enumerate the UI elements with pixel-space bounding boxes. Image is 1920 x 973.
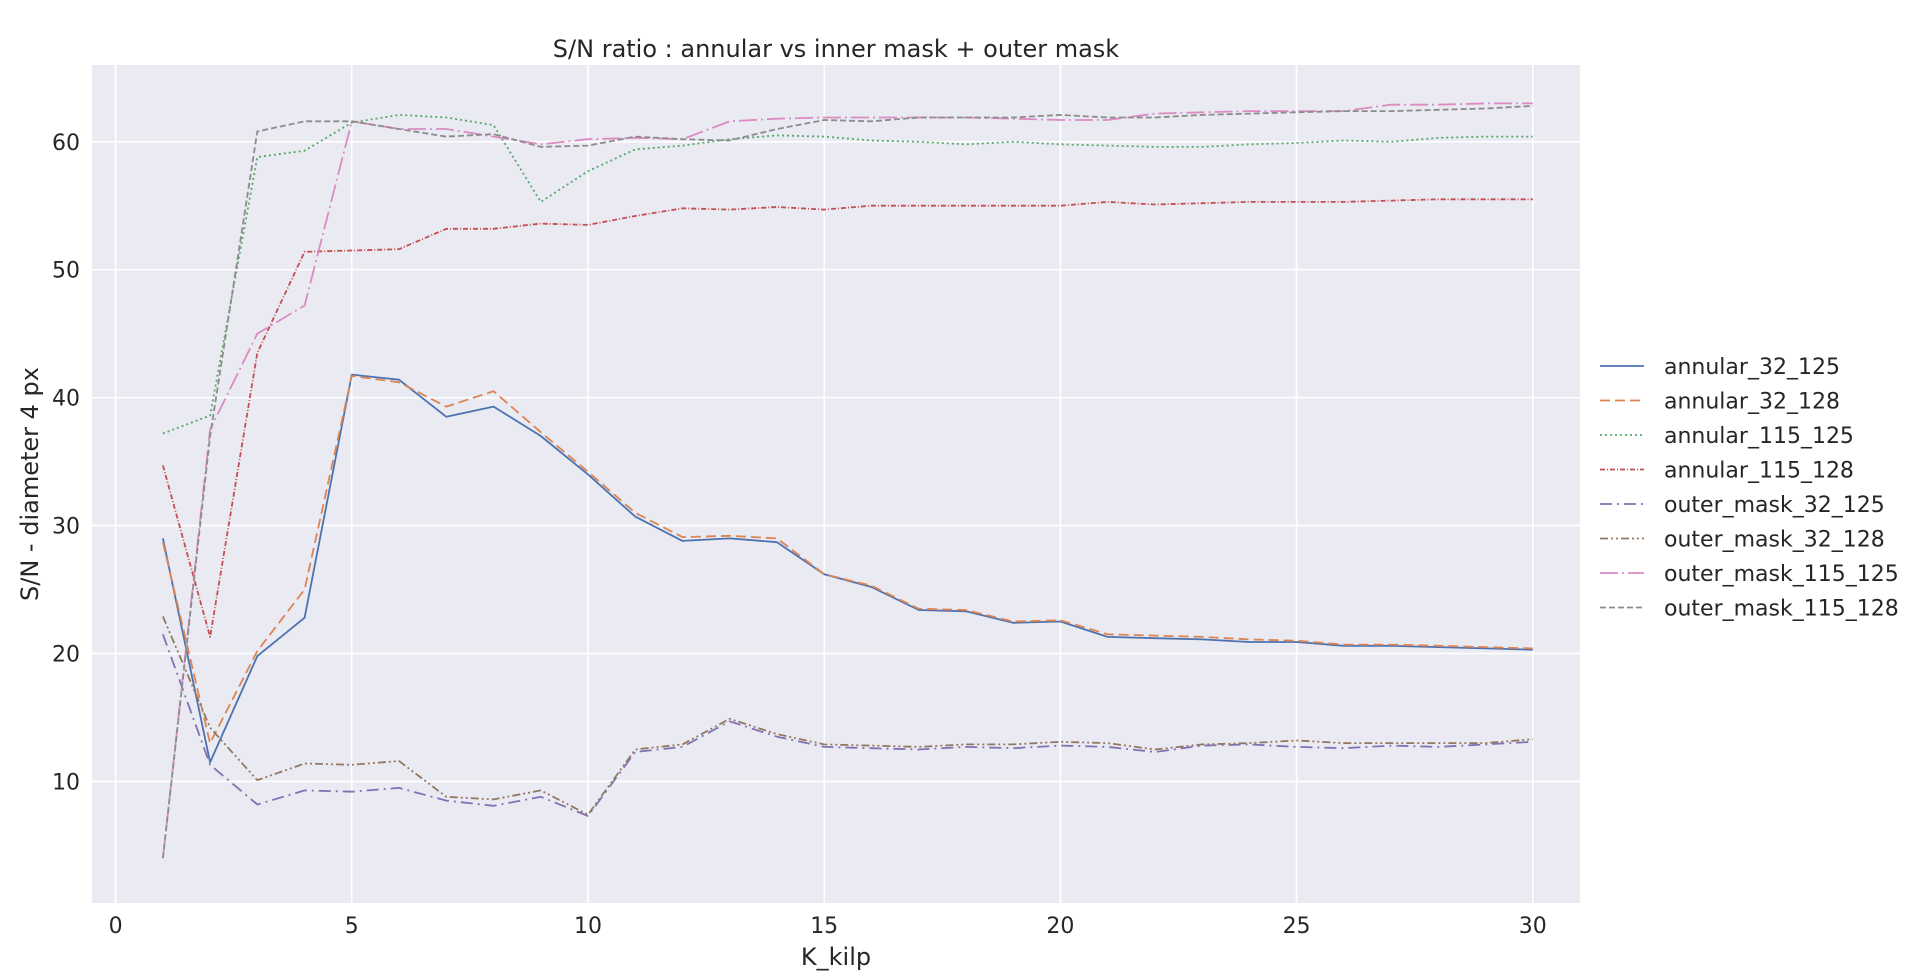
- tick-labels: 0 5 10 15 20 25 30 10 20 30 40 50 60: [52, 131, 1547, 939]
- y-tick-label: 40: [52, 387, 80, 412]
- y-tick-label: 30: [52, 515, 80, 540]
- legend-label: annular_115_125: [1664, 424, 1854, 449]
- x-tick-label: 15: [810, 914, 838, 939]
- x-tick-label: 10: [574, 914, 602, 939]
- series-line-annular-115-128: [162, 198, 1533, 638]
- legend-label: annular_32_128: [1664, 390, 1840, 415]
- grid-lines: [92, 65, 1580, 903]
- series-lines: [162, 102, 1533, 859]
- legend-label: annular_115_128: [1664, 459, 1854, 484]
- series-line-outer-mask-115-128: [162, 105, 1533, 859]
- series-line-annular-32-128: [162, 374, 1533, 744]
- plot-area-background: [92, 65, 1580, 903]
- x-axis-label: K_kilp: [801, 943, 871, 971]
- legend-label: outer_mask_115_128: [1664, 597, 1899, 622]
- y-tick-label: 60: [52, 131, 80, 156]
- series-line-outer-mask-32-125: [162, 633, 1533, 817]
- x-tick-label: 25: [1283, 914, 1311, 939]
- y-tick-label: 50: [52, 259, 80, 284]
- x-tick-label: 0: [109, 914, 123, 939]
- x-tick-label: 20: [1046, 914, 1074, 939]
- legend: annular_32_125 annular_32_128 annular_115_…: [1600, 355, 1899, 622]
- series-line-outer-mask-32-128: [162, 616, 1533, 816]
- y-axis-label: S/N - diameter 4 px: [16, 367, 44, 601]
- legend-label: outer_mask_32_128: [1664, 528, 1885, 553]
- x-tick-label: 5: [345, 914, 359, 939]
- series-line-annular-115-125: [162, 114, 1533, 435]
- y-tick-label: 20: [52, 643, 80, 668]
- legend-label: annular_32_125: [1664, 355, 1840, 380]
- y-tick-label: 10: [52, 770, 80, 795]
- legend-label: outer_mask_115_125: [1664, 562, 1899, 587]
- x-tick-label: 30: [1519, 914, 1547, 939]
- chart-title: S/N ratio : annular vs inner mask + oute…: [553, 35, 1119, 63]
- legend-label: outer_mask_32_125: [1664, 493, 1885, 518]
